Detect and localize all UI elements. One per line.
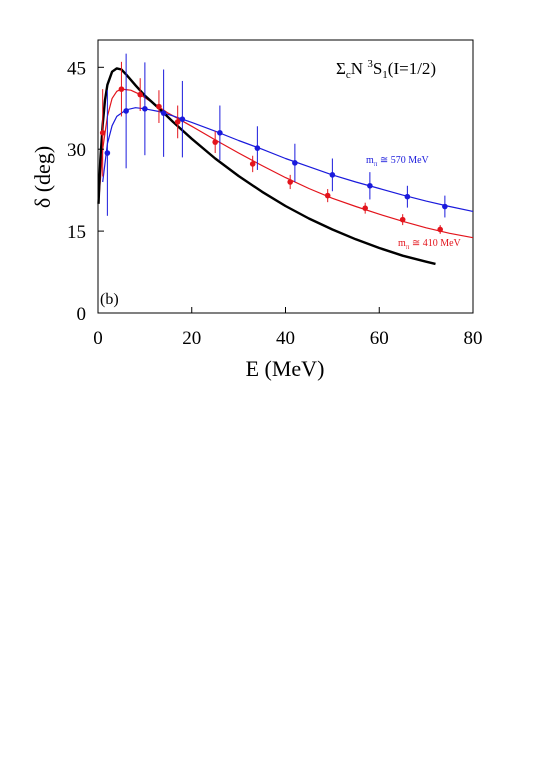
label-570-rest: ≅ 570 MeV [377, 155, 429, 166]
series-1-point [217, 130, 223, 136]
series-1-point [329, 172, 336, 178]
series-2-curve [97, 67, 436, 266]
y-axis-label: δ (deg) [30, 146, 55, 208]
label-410-rest: ≅ 410 MeV [409, 238, 461, 249]
x-tick-label: 40 [276, 328, 295, 349]
series-0-point [137, 91, 143, 98]
series-0-point [99, 130, 106, 136]
series-0-point [362, 205, 368, 211]
series-0-point [156, 103, 162, 110]
series-0-point [437, 226, 443, 233]
label-570-m: m [366, 155, 374, 166]
x-axis-label: E (MeV) [246, 356, 325, 381]
series-1-point [404, 193, 411, 200]
series-1-point [367, 182, 373, 189]
title-sup: 3 [367, 58, 373, 70]
title-sigma: Σ [336, 59, 346, 78]
series-1-point [123, 108, 129, 114]
y-tick-label: 0 [77, 304, 87, 325]
point-layer [99, 53, 448, 234]
series-1-point [254, 145, 261, 151]
plot-frame [97, 39, 474, 314]
title-s-sub: 1 [382, 69, 388, 81]
series-1-point [142, 105, 148, 112]
series-0-point [249, 161, 256, 167]
series-1-point [179, 116, 186, 122]
x-tick-label: 20 [182, 328, 201, 349]
y-tick-label: 15 [67, 222, 86, 243]
x-tick-label: 60 [370, 328, 389, 349]
y-tick-label: 30 [67, 140, 86, 161]
tick-layer: 0 20 40 60 80 0 15 30 45 [67, 58, 483, 349]
title-nucleon: N [351, 59, 368, 78]
y-tick-label: 45 [67, 58, 86, 79]
curve-layer [97, 67, 474, 266]
series-1-point [160, 110, 167, 116]
x-tick-label: 80 [464, 328, 483, 349]
series-0-point [324, 192, 331, 199]
label-410-m: m [398, 238, 406, 249]
series-0-point [118, 86, 125, 92]
series-0-point [212, 139, 218, 145]
series-1-point [292, 160, 298, 166]
x-tick-label: 0 [93, 328, 103, 349]
title-tail: (I=1/2) [388, 59, 436, 78]
label-570: mπ ≅ 570 MeV [366, 155, 430, 168]
series-0-point [174, 119, 181, 125]
label-410-sub: π [406, 243, 410, 251]
label-410: mπ ≅ 410 MeV [398, 238, 462, 251]
panel-label: (b) [100, 291, 119, 308]
chart-title: ΣcN 3S1(I=1/2) [336, 58, 436, 81]
series-0-point [399, 216, 406, 223]
title-s: S [373, 59, 382, 78]
series-1-point [442, 203, 448, 210]
title-sigma-sub: c [346, 69, 351, 81]
label-570-sub: π [374, 160, 378, 168]
series-0-point [287, 179, 293, 185]
series-1-point [104, 150, 111, 156]
